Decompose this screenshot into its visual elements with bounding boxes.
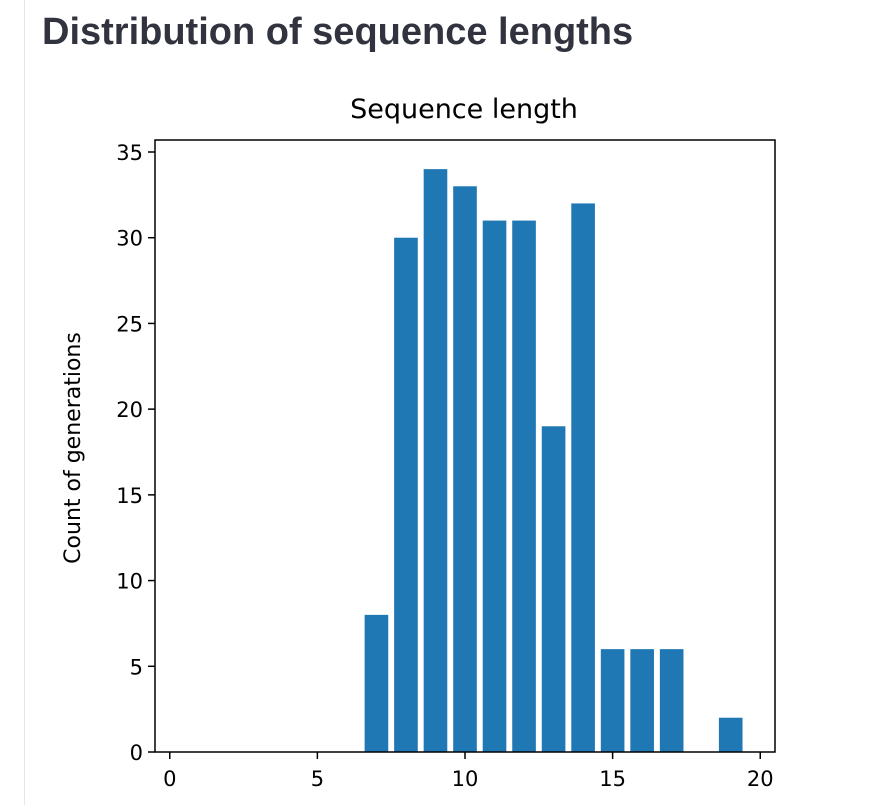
x-axis: 0 5 10 15 20: [163, 752, 774, 791]
page-title: Distribution of sequence lengths: [42, 11, 634, 53]
x-tick-label: 10: [452, 767, 479, 791]
bar-8: [394, 237, 418, 752]
content-left-border: [24, 0, 25, 805]
x-tick-label: 15: [599, 767, 626, 791]
y-axis-title: Count of generations: [61, 332, 86, 564]
y-tick-label: 30: [116, 227, 143, 251]
y-tick-label: 15: [116, 484, 143, 508]
bar-16: [630, 649, 654, 752]
x-tick-label: 20: [747, 767, 774, 791]
bar-13: [541, 426, 566, 752]
y-axis: 0 5 10 15 20 25 30 35: [116, 141, 155, 765]
y-tick-label: 25: [116, 312, 143, 336]
bar-19: [718, 717, 743, 752]
bar-17: [659, 649, 684, 752]
bar-9: [423, 169, 448, 753]
bar-11: [482, 220, 507, 753]
bar-7: [364, 614, 389, 752]
bar-12: [512, 220, 536, 753]
chart-title: Sequence length: [350, 94, 578, 125]
y-tick-label: 10: [116, 570, 143, 594]
y-tick-label: 0: [130, 741, 143, 765]
x-tick-label: 0: [163, 767, 176, 791]
bar-10: [453, 186, 477, 753]
bar-15: [600, 649, 625, 752]
y-tick-label: 5: [130, 655, 143, 679]
x-tick-label: 5: [311, 767, 324, 791]
y-tick-label: 20: [116, 398, 143, 422]
bar-14: [571, 203, 595, 752]
bars-group: [364, 169, 743, 753]
y-tick-label: 35: [116, 141, 143, 165]
